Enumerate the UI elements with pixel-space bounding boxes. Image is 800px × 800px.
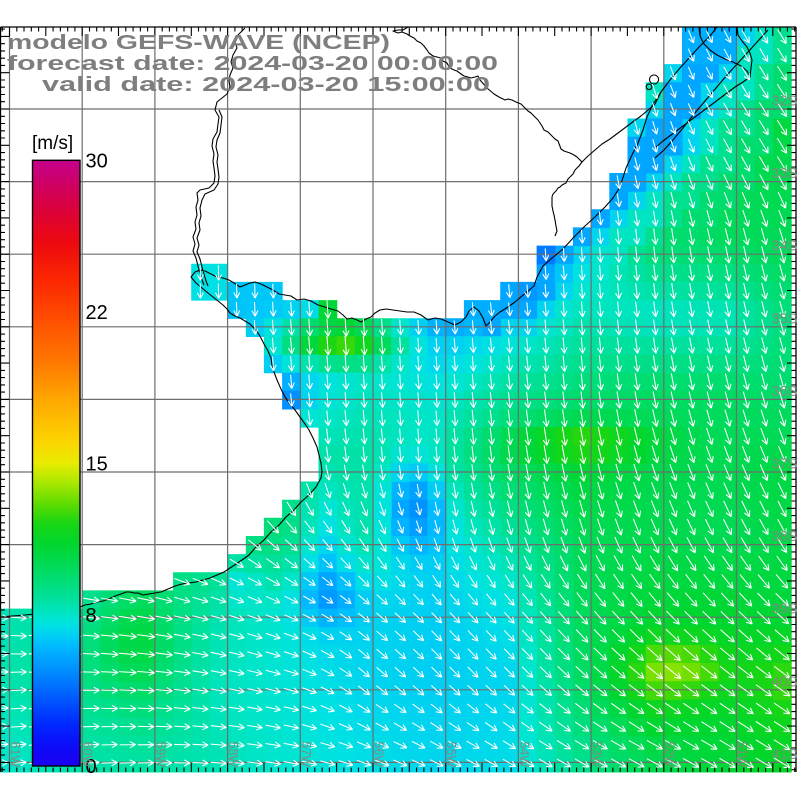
- svg-text:32S: 32S: [772, 94, 798, 110]
- svg-text:59W: 59W: [153, 742, 167, 768]
- svg-text:56W: 56W: [372, 742, 386, 768]
- svg-text:forecast date: 2024-03-20 00:0: forecast date: 2024-03-20 00:00:00: [7, 52, 498, 75]
- svg-text:61W: 61W: [8, 742, 22, 768]
- svg-text:54W: 54W: [517, 742, 531, 768]
- svg-text:15: 15: [86, 453, 108, 475]
- svg-text:57W: 57W: [299, 742, 313, 768]
- svg-text:0: 0: [86, 756, 97, 778]
- svg-text:40S: 40S: [772, 674, 798, 690]
- svg-text:modelo GEFS-WAVE (NCEP): modelo GEFS-WAVE (NCEP): [7, 31, 390, 54]
- svg-text:41S: 41S: [772, 747, 798, 763]
- svg-text:22: 22: [86, 302, 108, 324]
- svg-text:36S: 36S: [772, 384, 798, 400]
- svg-text:37S: 37S: [772, 457, 798, 473]
- svg-text:38S: 38S: [772, 529, 798, 545]
- svg-text:53W: 53W: [590, 742, 604, 768]
- svg-text:51W: 51W: [735, 742, 749, 768]
- svg-text:58W: 58W: [226, 742, 240, 768]
- svg-text:[m/s]: [m/s]: [32, 133, 73, 154]
- svg-text:52W: 52W: [662, 742, 676, 768]
- svg-text:39S: 39S: [772, 602, 798, 618]
- svg-text:30: 30: [86, 151, 108, 173]
- svg-text:valid date: 2024-03-20 15:00:0: valid date: 2024-03-20 15:00:00: [42, 73, 490, 96]
- svg-text:55W: 55W: [444, 742, 458, 768]
- svg-text:60W: 60W: [81, 742, 95, 768]
- svg-text:33S: 33S: [772, 166, 798, 182]
- svg-text:34S: 34S: [772, 239, 798, 255]
- svg-text:35S: 35S: [772, 311, 798, 327]
- svg-text:8: 8: [86, 605, 97, 627]
